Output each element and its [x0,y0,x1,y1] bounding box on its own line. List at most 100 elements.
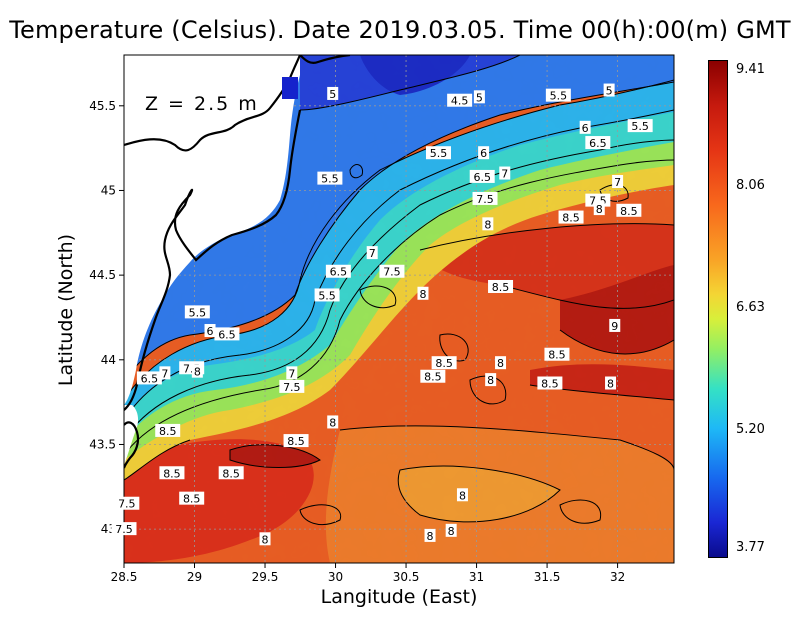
contour-label-text: 8.5 [424,371,442,384]
x-tick-label: 30 [328,570,343,584]
contour-label-text: 5.5 [189,306,207,319]
contour-label: 5.5 [545,88,571,103]
contour-label: 7 [366,246,378,260]
depth-label: Z = 2.5 m [145,93,259,115]
contour-label-box [456,488,468,502]
contour-label-text: 6.5 [141,372,159,385]
contour-label-text: 8.5 [541,378,559,391]
contour-lines [124,55,674,525]
contour-label: 7 [286,366,298,380]
contour-label-box [420,369,446,383]
contour-label-text: 8 [607,378,614,391]
contour-label-box [379,264,405,278]
contour-label: 4.5 [447,93,473,108]
contour-label: 8 [259,532,271,546]
contour-label-box [585,136,611,150]
contour-label-box [603,83,615,97]
contour-label-text: 5.5 [631,120,649,133]
contour-label: 8 [191,364,203,379]
contour-label-text: 8 [459,489,466,502]
contour-label-text: 8 [329,416,336,429]
contour-label-box [114,496,140,510]
contour-label: 8 [593,202,605,216]
contour-label: 6 [204,324,216,338]
colorbar-tick-label: 8.06 [736,178,765,193]
contour-label: 7.5 [472,191,498,206]
contour-label: 6.5 [325,264,351,279]
contour-label-text: 7 [614,176,621,189]
contour-label-box [605,376,617,390]
contour-label-box [544,347,570,361]
contour-label-box [537,376,563,390]
contour-label-text: 8 [484,218,491,231]
contour-label: 7.5 [111,522,137,536]
contour-label: 8 [456,488,468,502]
contour-label: 9 [609,318,621,333]
contour-label: 8 [495,356,507,370]
contour-label-text: 7.5 [115,523,133,536]
contour-label-text: 6 [582,122,589,135]
contour-label-text: 7 [501,168,508,181]
contour-label: 6.5 [469,169,495,184]
x-tick-label: 31 [469,570,484,584]
contour-label: 7.5 [114,496,140,511]
contour-label-box [327,86,339,100]
x-tick-label: 32 [610,570,625,584]
contour-label: 8.5 [616,203,642,218]
contour-label: 7 [159,366,171,380]
contour-label-text: 8.5 [492,281,510,294]
contour-label-box [191,364,203,378]
contour-label-box [286,366,298,380]
contour-label: 8.5 [283,434,309,448]
y-tick-label: 45.5 [89,99,116,113]
contour-label-text: 9 [611,320,618,333]
contour-label-box [204,324,216,338]
contour-label-text: 6.5 [589,137,607,150]
contour-labels: 54.5 5 5.5 55.566.55.55.5 66.5 77.577.58 8.58.… [111,83,653,546]
contour-label-box [473,90,485,104]
contour-label: 7.5 [379,264,405,279]
contour-label-box [545,88,571,102]
contour-label-box [179,491,205,505]
contour-label-text: 8 [448,525,455,538]
contour-label: 7.5 [279,379,305,394]
x-tick-labels: 28.5 29 29.5 30 30.5 31 31.5 32 [111,570,626,584]
contour-label: 8 [445,523,457,538]
contour-label-box [218,466,244,480]
colorbar-tick-label: 5.20 [736,422,765,437]
contour-label-box [366,246,378,260]
contour-label-box [314,288,340,302]
contour-label-text: 8.5 [562,212,580,225]
contour-label-text: 4.5 [451,95,469,108]
contour-label: 8.5 [488,279,514,294]
y-tick-label: 44.5 [89,268,116,282]
contour-label-box [424,528,436,542]
x-tick-label: 29 [187,570,202,584]
contour-label-text: 7.5 [383,266,401,279]
contour-label-box [609,318,621,332]
contour-label: 5 [473,90,485,104]
contour-label-box [495,356,507,370]
contour-label-text: 5 [606,85,613,98]
contour-label-text: 7 [288,367,295,380]
contour-label: 6 [478,146,490,160]
map-title: Temperature (Celsius). Date 2019.03.05. … [9,16,791,44]
colorbar-min-label: 3.77 [736,540,765,555]
contour-label-box [136,371,162,385]
contour-label-box [627,119,653,133]
contour-label-text: 8.5 [287,435,305,448]
colorbar [708,60,728,558]
x-tick-label: 29.5 [252,570,279,584]
contour-label-box [558,210,584,224]
contour-label: 5.5 [425,146,451,160]
contour-label-text: 8 [497,357,504,370]
contour-label-text: 5.5 [430,147,448,160]
x-axis-title: Langitude (East) [320,586,478,608]
contour-label-text: 7 [161,367,168,380]
contour-label-box [184,305,210,319]
y-tick-label: 43.5 [89,437,116,451]
contour-label-text: 8 [262,533,269,546]
contour-label-text: 6 [480,147,487,160]
contour-label-text: 8.5 [548,349,566,362]
